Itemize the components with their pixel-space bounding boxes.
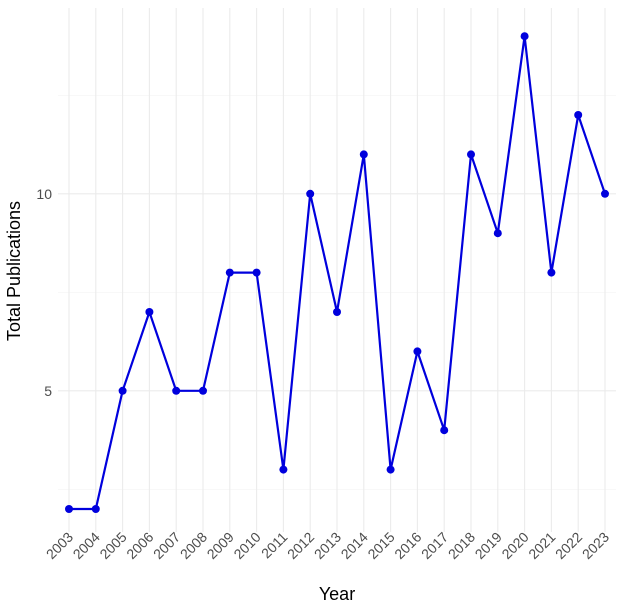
x-tick-label: 2009	[204, 529, 237, 562]
x-tick-label: 2007	[150, 529, 183, 562]
y-axis-ticks: 5 10	[36, 186, 52, 399]
data-point	[386, 465, 395, 474]
y-axis-title: Total Publications	[4, 201, 24, 341]
x-tick-label: 2005	[96, 529, 129, 562]
x-tick-label: 2020	[498, 529, 531, 562]
data-points	[65, 32, 609, 513]
y-tick-label: 10	[36, 186, 52, 202]
data-point	[333, 308, 341, 316]
x-tick-label: 2023	[579, 529, 612, 562]
data-point	[91, 505, 100, 513]
x-tick-label: 2004	[70, 529, 103, 562]
data-point	[118, 386, 127, 395]
x-tick-label: 2010	[230, 529, 263, 562]
data-point	[252, 268, 261, 277]
x-tick-label: 2015	[364, 529, 397, 562]
data-point	[574, 111, 583, 119]
x-tick-label: 2019	[472, 529, 505, 562]
x-tick-label: 2013	[311, 529, 344, 562]
grid-lines	[58, 8, 616, 532]
data-point	[359, 150, 368, 159]
data-point	[145, 308, 154, 316]
x-tick-label: 2008	[177, 529, 210, 562]
data-point	[306, 189, 315, 198]
x-tick-label: 2003	[43, 529, 76, 562]
x-tick-label: 2022	[552, 529, 585, 562]
data-point	[601, 189, 609, 198]
x-tick-label: 2012	[284, 529, 317, 562]
x-tick-label: 2011	[258, 529, 291, 562]
data-point	[547, 268, 556, 277]
data-point	[225, 268, 234, 277]
y-tick-label: 5	[44, 383, 52, 399]
data-point	[413, 347, 422, 356]
data-point	[199, 386, 207, 395]
data-point	[172, 386, 181, 395]
data-point	[279, 465, 288, 474]
x-tick-label: 2014	[338, 529, 371, 562]
x-tick-label: 2006	[123, 529, 156, 562]
x-tick-label: 2016	[391, 529, 424, 562]
data-point	[467, 150, 475, 159]
x-axis-ticks: 2003200420052006200720082009201020112012…	[43, 529, 612, 562]
data-point	[65, 505, 73, 513]
x-tick-label: 2018	[445, 529, 478, 562]
data-point	[440, 426, 449, 435]
data-point	[520, 32, 529, 41]
data-point	[493, 229, 502, 238]
x-tick-label: 2021	[525, 529, 558, 562]
x-axis-title: Year	[319, 584, 355, 604]
x-tick-label: 2017	[418, 529, 451, 562]
